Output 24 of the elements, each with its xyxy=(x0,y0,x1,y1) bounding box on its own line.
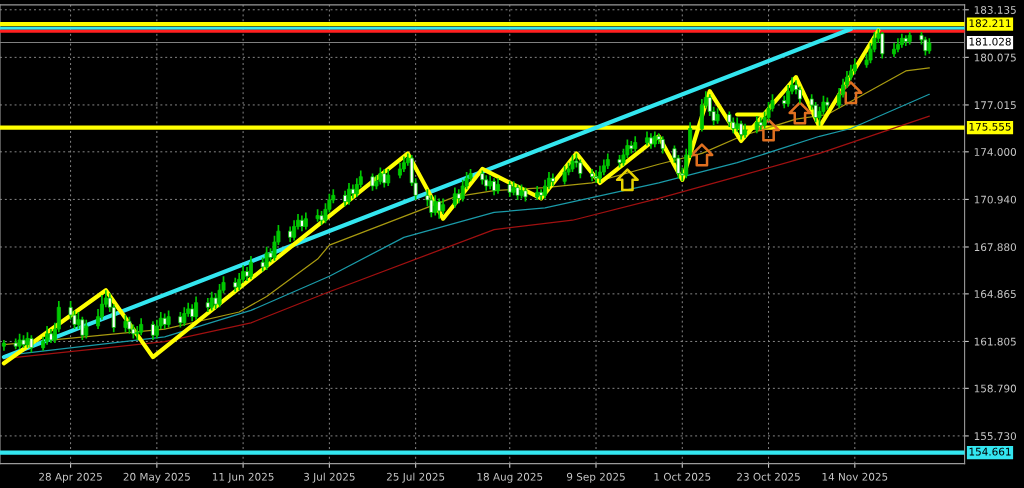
x-tick-label: 9 Sep 2025 xyxy=(566,472,625,483)
x-tick-label: 25 Jul 2025 xyxy=(386,472,445,483)
x-tick-label: 14 Nov 2025 xyxy=(822,472,888,481)
ref-line-label: 182.211 xyxy=(969,19,1011,28)
ref-line-label: 154.661 xyxy=(969,447,1011,456)
x-tick-label: 20 May 2025 xyxy=(123,472,190,483)
y-tick-label: 161.805 xyxy=(974,337,1016,346)
y-tick-label: 167.880 xyxy=(974,243,1017,252)
x-tick-label: 1 Oct 2025 xyxy=(654,472,711,481)
x-tick-label: 18 Aug 2025 xyxy=(477,472,543,483)
y-tick-label: 177.015 xyxy=(974,101,1016,110)
y-tick-label: 158.790 xyxy=(974,384,1017,393)
y-tick-label: 174.000 xyxy=(974,148,1017,156)
x-tick-label: 23 Oct 2025 xyxy=(737,472,800,481)
y-tick-label: 164.865 xyxy=(974,290,1016,298)
y-tick-label: 155.730 xyxy=(974,432,1017,441)
x-tick-label: 28 Apr 2025 xyxy=(39,472,102,483)
y-tick-label: 180.075 xyxy=(974,53,1016,62)
x-tick-label: 3 Jul 2025 xyxy=(304,472,355,483)
y-tick-label: 170.940 xyxy=(974,195,1017,204)
y-tick-label: 183.135 xyxy=(974,6,1016,14)
ref-line-label: 175.555 xyxy=(969,122,1011,131)
x-tick-label: 11 Jun 2025 xyxy=(212,472,274,483)
ref-line-label: 181.028 xyxy=(969,37,1011,46)
